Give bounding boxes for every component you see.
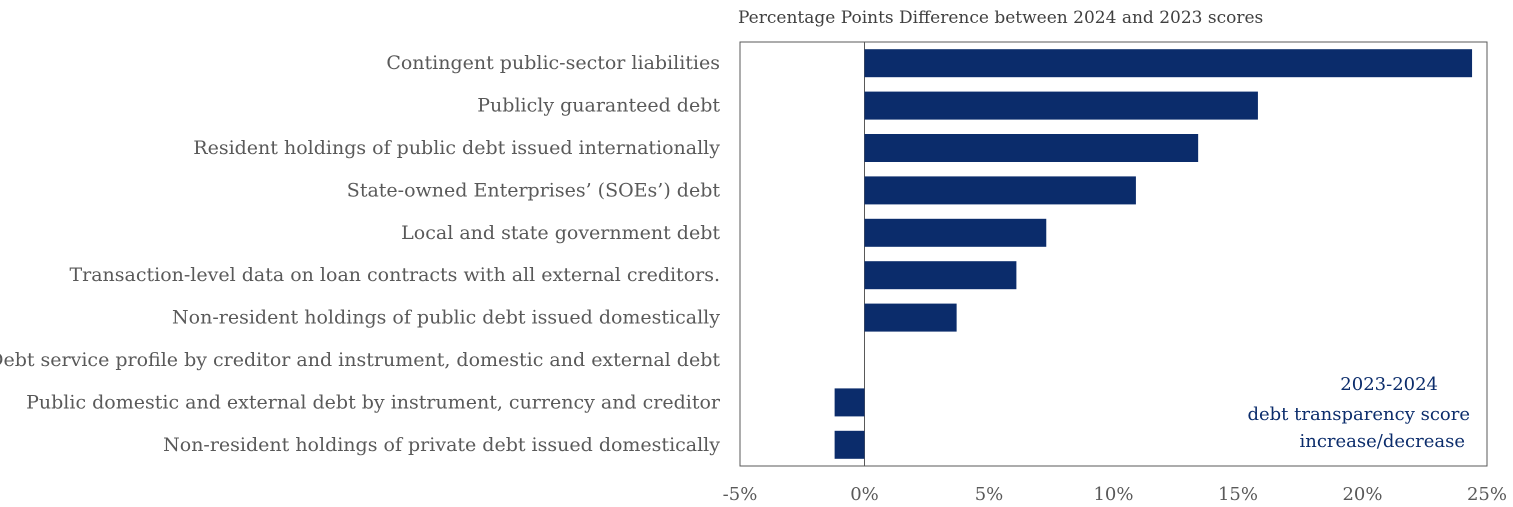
annotation-line-2: debt transparency score bbox=[1247, 404, 1470, 425]
bar-2 bbox=[864, 134, 1199, 162]
bar-8 bbox=[834, 388, 865, 417]
category-label: Non-resident holdings of private debt is… bbox=[163, 434, 720, 456]
bar-6 bbox=[864, 303, 957, 332]
category-labels: Contingent public-sector liabilities Publ… bbox=[0, 52, 721, 456]
category-label: Debt service profile by creditor and ins… bbox=[0, 349, 720, 371]
category-label: State-owned Enterprises’ (SOEs’) debt bbox=[347, 179, 721, 201]
category-label: Resident holdings of public debt issued … bbox=[193, 137, 720, 159]
x-tick-label: 15% bbox=[1218, 484, 1258, 505]
bar-1 bbox=[864, 91, 1258, 120]
bar-3 bbox=[864, 176, 1136, 205]
category-label: Non-resident holdings of public debt iss… bbox=[172, 307, 720, 329]
chart-title: Percentage Points Difference between 202… bbox=[738, 8, 1263, 28]
category-label: Local and state government debt bbox=[401, 222, 720, 244]
annotation-line-3: increase/decrease bbox=[1299, 431, 1465, 452]
plot-frame bbox=[739, 41, 1488, 467]
category-label: Public domestic and external debt by ins… bbox=[26, 391, 721, 413]
x-tick-label: 20% bbox=[1342, 484, 1382, 505]
legend-annotation: 2023-2024 debt transparency score increa… bbox=[1247, 374, 1470, 452]
category-label: Transaction-level data on loan contracts… bbox=[69, 264, 720, 286]
x-tick-label: 0% bbox=[850, 484, 879, 505]
x-tick-label: 5% bbox=[975, 484, 1004, 505]
bars-group bbox=[834, 49, 1473, 459]
bar-0 bbox=[864, 49, 1473, 78]
x-tick-label: 25% bbox=[1467, 484, 1507, 505]
x-tick-label: 10% bbox=[1093, 484, 1133, 505]
x-tick-labels: -5% 0% 5% 10% 15% 20% 25% bbox=[723, 484, 1507, 505]
category-label: Contingent public-sector liabilities bbox=[386, 52, 720, 74]
bar-4 bbox=[864, 218, 1047, 247]
x-tick-label: -5% bbox=[723, 484, 758, 505]
bar-9 bbox=[834, 430, 865, 459]
bar-5 bbox=[864, 261, 1017, 290]
annotation-line-1: 2023-2024 bbox=[1340, 374, 1438, 395]
category-label: Publicly guaranteed debt bbox=[477, 95, 720, 117]
